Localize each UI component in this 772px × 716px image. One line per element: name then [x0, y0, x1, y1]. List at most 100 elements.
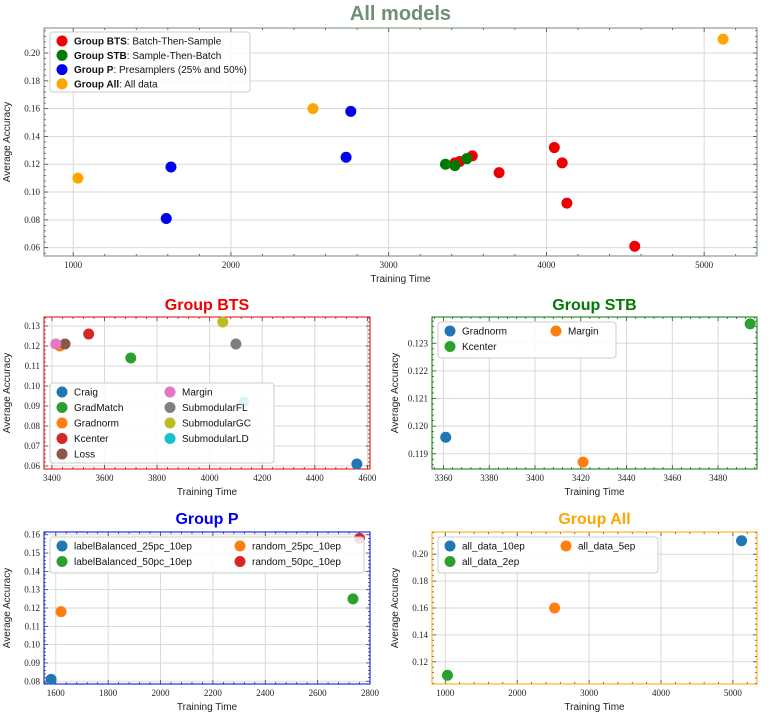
x-tick-label: 4000: [652, 688, 671, 698]
x-tick-label: 2200: [204, 688, 223, 698]
legend-marker: [444, 341, 456, 352]
y-tick-label: 0.08: [24, 676, 40, 686]
y-tick-label: 0.20: [412, 549, 428, 559]
data-point: [160, 212, 172, 224]
group-bts-frame: [43, 316, 371, 470]
legend-marker: [444, 325, 456, 337]
data-point: [561, 197, 573, 209]
legend-entry: random_50pc_10ep: [252, 557, 341, 568]
data-point: [629, 240, 641, 252]
group-all-chart: 1000 2000 3000 4000 5000 0.12 0.14 0.16 0.18 0.20…: [390, 511, 758, 713]
legend-marker: [56, 49, 68, 61]
legend-entry: Gradnorm: [74, 419, 119, 430]
data-point: [165, 161, 177, 173]
y-tick-label: 0.16: [24, 530, 40, 540]
y-tick-label: 0.121: [408, 394, 428, 404]
data-point: [577, 456, 589, 468]
legend-marker: [56, 540, 68, 552]
y-tick-label: 0.07: [24, 441, 40, 451]
legend-entry: all_data_10ep: [462, 542, 525, 553]
group-bts-chart: 3400 3600 3800 4000 4200 4400 4600 0.06 0.07 0.08…: [2, 297, 377, 498]
data-point: [347, 593, 359, 605]
chart-title: Group P: [175, 511, 238, 528]
x-tick-label: 3380: [480, 473, 499, 483]
legend-marker: [56, 35, 68, 47]
legend-entry: Group BTS: Batch-Then-Sample: [74, 37, 222, 48]
y-tick-label: 0.14: [412, 630, 428, 640]
y-tick-label: 0.10: [24, 187, 40, 197]
legend-marker: [56, 556, 68, 567]
legend-marker: [164, 386, 176, 398]
y-tick-label: 0.20: [24, 48, 40, 58]
x-tick-label: 3600: [95, 473, 114, 483]
y-tick-label: 0.18: [24, 76, 40, 86]
x-axis-label: Training Time: [564, 487, 625, 498]
legend-entry: all_data_2ep: [462, 557, 520, 568]
y-tick-label: 0.16: [412, 603, 428, 613]
y-tick-label: 0.09: [24, 401, 40, 411]
legend-marker: [56, 402, 68, 413]
y-tick-label: 0.06: [24, 461, 40, 471]
group-p-frame: [43, 531, 371, 685]
legend-marker: [234, 540, 246, 552]
x-tick-label: 1000: [436, 688, 455, 698]
legend-box: [437, 536, 659, 574]
y-tick-label: 0.14: [24, 566, 40, 576]
data-point: [50, 338, 62, 350]
x-tick-label: 3360: [434, 473, 453, 483]
legend-entry: Loss: [74, 450, 95, 461]
data-point: [351, 458, 363, 470]
group-p-chart: 1600 1800 2000 2200 2400 2600 2800 0.08 0.09 0.10…: [2, 511, 380, 713]
y-tick-label: 0.12: [24, 341, 40, 351]
y-tick-label: 0.18: [412, 576, 428, 586]
legend-box: [49, 31, 251, 93]
x-axis-label: Training Time: [564, 702, 625, 713]
y-tick-label: 0.12: [412, 657, 428, 667]
legend-marker: [164, 417, 176, 429]
legend-entry: SubmodularLD: [182, 434, 249, 445]
group-stb-frame: [431, 316, 758, 470]
y-tick-label: 0.08: [24, 421, 40, 431]
legend-box: [49, 536, 365, 574]
legend-entry: Margin: [182, 388, 213, 399]
legend-box: [49, 382, 275, 464]
x-axis-label: Training Time: [177, 487, 238, 498]
y-tick-label: 0.16: [24, 104, 40, 114]
y-tick-label: 0.15: [24, 548, 40, 558]
group-stb-chart: 3360 3380 3400 3420 3440 3460 3480 0.119 0.120 0.…: [390, 297, 758, 498]
x-tick-label: 4200: [253, 473, 272, 483]
chart-title: Group BTS: [165, 297, 250, 314]
y-axis-label: Average Accuracy: [2, 102, 13, 182]
data-point: [440, 431, 452, 443]
data-point: [83, 328, 95, 340]
legend-marker: [56, 433, 68, 444]
data-point: [493, 167, 505, 179]
legend-marker: [56, 386, 68, 398]
data-point: [441, 669, 453, 681]
legend-marker: [56, 78, 68, 90]
legend-entry: Kcenter: [462, 342, 497, 353]
y-tick-label: 0.13: [24, 585, 40, 595]
x-tick-label: 2600: [309, 688, 328, 698]
legend-marker: [164, 402, 176, 413]
legend-marker: [444, 556, 456, 567]
data-point: [217, 316, 229, 328]
legend-entry: Group P: Presamplers (25% and 50%): [74, 65, 247, 76]
x-tick-label: 1600: [47, 688, 66, 698]
x-tick-label: 3400: [43, 473, 62, 483]
y-axis-label: Average Accuracy: [390, 353, 401, 433]
y-tick-label: 0.119: [408, 449, 428, 459]
x-tick-label: 1000: [64, 260, 83, 270]
x-axis-label: Training Time: [370, 274, 431, 285]
x-tick-label: 4400: [306, 473, 325, 483]
legend-entry: labelBalanced_25pc_10ep: [74, 542, 192, 553]
legend-entry: Kcenter: [74, 434, 109, 445]
y-tick-label: 0.12: [24, 603, 40, 613]
legend-entry: Group STB: Sample-Then-Batch: [74, 51, 221, 62]
data-point: [549, 602, 561, 614]
legend-marker: [560, 540, 572, 552]
y-tick-label: 0.11: [25, 621, 40, 631]
x-tick-label: 5000: [695, 260, 714, 270]
legend-entry: labelBalanced_50pc_10ep: [74, 557, 192, 568]
